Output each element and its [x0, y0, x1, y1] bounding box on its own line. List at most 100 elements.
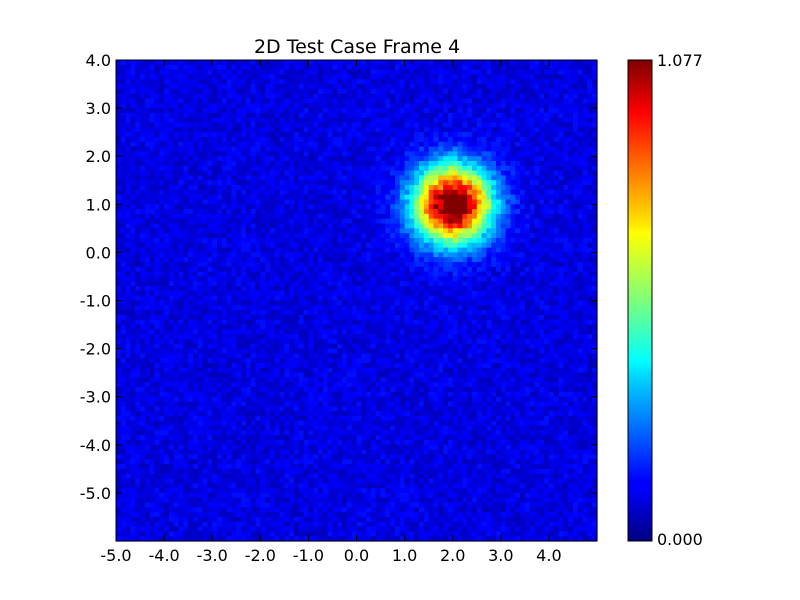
heatmap-cell: [399, 233, 406, 239]
heatmap-cell: [467, 151, 473, 157]
heatmap-cell: [351, 112, 358, 119]
heatmap-cell: [178, 88, 184, 95]
heatmap-cell: [217, 295, 223, 302]
heatmap-cell: [438, 209, 444, 215]
heatmap-cell: [255, 194, 261, 201]
heatmap-cell: [505, 103, 512, 109]
heatmap-cell: [443, 170, 449, 177]
heatmap-cell: [188, 108, 194, 114]
heatmap-cell: [351, 103, 358, 109]
heatmap-cell: [274, 276, 281, 282]
heatmap-cell: [284, 127, 290, 133]
heatmap-cell: [212, 276, 218, 282]
heatmap-cell: [495, 151, 502, 157]
heatmap-cell: [447, 79, 454, 85]
heatmap-cell: [327, 271, 334, 278]
heatmap-cell: [351, 199, 358, 205]
heatmap-cell: [149, 132, 156, 138]
heatmap-cell: [375, 262, 382, 268]
heatmap-cell: [428, 223, 435, 229]
heatmap-cell: [173, 262, 180, 268]
heatmap-cell: [361, 117, 367, 124]
heatmap-cell: [471, 84, 478, 90]
heatmap-cell: [505, 132, 512, 138]
heatmap-cell: [471, 290, 478, 297]
heatmap-cell: [322, 103, 329, 109]
heatmap-cell: [178, 252, 184, 258]
heatmap-cell: [385, 112, 391, 119]
heatmap-cell: [149, 69, 156, 76]
heatmap-cell: [390, 79, 396, 85]
heatmap-cell: [308, 108, 314, 114]
heatmap-cell: [558, 233, 564, 239]
heatmap-cell: [481, 257, 487, 263]
heatmap-cell: [346, 281, 353, 287]
heatmap-cell: [548, 64, 555, 71]
heatmap-cell: [144, 185, 151, 191]
heatmap-cell: [217, 165, 223, 172]
heatmap-cell: [178, 103, 184, 109]
heatmap-cell: [587, 175, 593, 181]
heatmap-cell: [130, 185, 136, 191]
heatmap-cell: [433, 60, 439, 66]
heatmap-cell: [221, 204, 228, 210]
heatmap-cell: [284, 257, 290, 263]
heatmap-cell: [274, 69, 281, 76]
heatmap-cell: [563, 213, 569, 220]
heatmap-cell: [197, 262, 204, 268]
heatmap-cell: [149, 136, 156, 143]
heatmap-cell: [419, 237, 425, 244]
heatmap-cell: [563, 295, 569, 302]
heatmap-cell: [452, 242, 459, 249]
heatmap-cell: [587, 209, 593, 215]
heatmap-cell: [226, 103, 233, 109]
heatmap-cell: [558, 290, 564, 297]
heatmap-cell: [154, 141, 160, 148]
heatmap-cell: [313, 262, 319, 268]
heatmap-cell: [332, 161, 338, 167]
heatmap-cell: [173, 108, 180, 114]
heatmap-cell: [221, 257, 228, 263]
heatmap-cell: [332, 252, 338, 258]
heatmap-cell: [534, 247, 540, 253]
heatmap-cell: [265, 161, 271, 167]
heatmap-cell: [144, 93, 151, 100]
heatmap-cell: [529, 108, 536, 114]
heatmap-cell: [380, 209, 386, 215]
heatmap-cell: [428, 165, 435, 172]
heatmap-cell: [274, 112, 281, 119]
heatmap-cell: [447, 98, 454, 104]
heatmap-cell: [318, 165, 324, 172]
heatmap-cell: [159, 233, 165, 239]
heatmap-cell: [476, 175, 483, 181]
heatmap-cell: [500, 228, 507, 234]
heatmap-cell: [572, 122, 579, 128]
heatmap-cell: [385, 209, 391, 215]
heatmap-cell: [452, 117, 459, 124]
heatmap-cell: [255, 93, 261, 100]
heatmap-cell: [178, 108, 184, 114]
heatmap-cell: [245, 276, 252, 282]
heatmap-cell: [433, 281, 439, 287]
heatmap-cell: [563, 141, 569, 148]
heatmap-cell: [144, 295, 151, 302]
heatmap-cell: [154, 271, 160, 278]
heatmap-cell: [361, 233, 367, 239]
heatmap-cell: [120, 290, 127, 297]
heatmap-cell: [390, 146, 396, 152]
heatmap-cell: [125, 84, 132, 90]
heatmap-cell: [197, 247, 204, 253]
heatmap-cell: [486, 223, 492, 229]
heatmap-cell: [500, 262, 507, 268]
heatmap-cell: [587, 69, 593, 76]
heatmap-cell: [221, 93, 228, 100]
heatmap-cell: [582, 170, 588, 177]
heatmap-cell: [500, 199, 507, 205]
heatmap-cell: [394, 69, 401, 76]
heatmap-cell: [443, 74, 449, 80]
heatmap-cell: [370, 199, 377, 205]
heatmap-cell: [486, 74, 492, 80]
heatmap-cell: [438, 237, 444, 244]
heatmap-cell: [183, 262, 189, 268]
heatmap-cell: [351, 237, 358, 244]
